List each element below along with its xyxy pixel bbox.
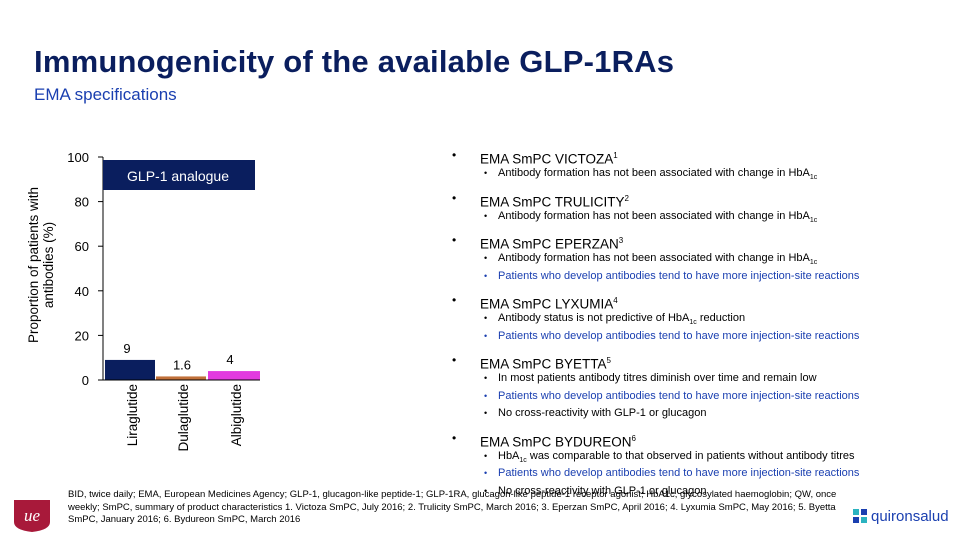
spec-item-tail: reduction <box>696 312 746 324</box>
spec-reference: 5 <box>606 356 611 365</box>
spec-heading: EMA SmPC LYXUMIA4 <box>452 291 958 312</box>
spec-items: Antibody formation has not been associat… <box>480 208 958 226</box>
spec-item: Patients who develop antibodies tend to … <box>480 465 958 483</box>
page-title: Immunogenicity of the available GLP-1RAs <box>34 44 675 79</box>
spec-items: HbA1c was comparable to that observed in… <box>480 448 958 501</box>
y-tick-label: 0 <box>82 373 89 388</box>
spec-heading-text: EMA SmPC LYXUMIA <box>480 296 614 312</box>
x-category-label: Liraglutide <box>125 384 140 446</box>
spec-heading: EMA SmPC EPERZAN3 <box>452 231 958 252</box>
spec-item-text: In most patients antibody titres diminis… <box>498 372 817 384</box>
spec-items: Antibody status is not predictive of HbA… <box>480 310 958 345</box>
y-tick-label: 80 <box>75 195 89 210</box>
y-axis-label: Proportion of patients withantibodies (%… <box>26 187 56 343</box>
quironsalud-logo: quironsalud <box>852 508 949 525</box>
footnote: BID, twice daily; EMA, European Medicine… <box>68 489 837 525</box>
legend-label: GLP-1 analogue <box>127 168 229 184</box>
spec-item-text: Antibody formation has not been associat… <box>498 209 810 222</box>
spec-item-text: Antibody formation has not been associat… <box>498 167 810 179</box>
spec-item: Antibody formation has not been associat… <box>480 165 958 183</box>
y-tick-label: 40 <box>75 284 89 299</box>
page-subtitle: EMA specifications <box>34 85 177 104</box>
spec-item-subscript: 1c <box>809 174 818 182</box>
quironsalud-logo-icon <box>853 509 867 523</box>
bar-value-label: 9 <box>123 341 130 356</box>
spec-item: In most patients antibody titres diminis… <box>480 370 958 388</box>
spec-reference: 1 <box>613 151 618 160</box>
spec-item-text: HbA <box>498 449 520 462</box>
spec-heading: EMA SmPC TRULICITY2 <box>452 189 958 210</box>
spec-item: Patients who develop antibodies tend to … <box>480 388 958 406</box>
spec-item-text: Patients who develop antibodies tend to … <box>498 329 860 342</box>
y-tick-label: 100 <box>67 150 89 165</box>
spec-reference: 3 <box>618 236 624 245</box>
spec-item-subscript: 1c <box>689 319 697 327</box>
spec-item: Antibody formation has not been associat… <box>480 208 958 226</box>
spec-heading-text: EMA SmPC TRULICITY <box>480 194 625 209</box>
x-category-label: Albiglutide <box>229 384 244 446</box>
spec-items: In most patients antibody titres diminis… <box>480 370 958 423</box>
spec-item: Patients who develop antibodies tend to … <box>480 328 958 346</box>
immunogenicity-bar-chart: 0 20 40 60 80 100 Proportion of patients witha… <box>26 150 260 452</box>
spec-item: Antibody status is not predictive of HbA… <box>480 310 958 328</box>
spec-reference: 2 <box>624 193 629 203</box>
bar-liraglutide <box>105 359 155 380</box>
spec-heading: EMA SmPC BYETTA5 <box>452 351 958 372</box>
spec-heading-text: EMA SmPC EPERZAN <box>480 236 619 252</box>
spec-item-text: Patients who develop antibodies tend to … <box>498 467 860 479</box>
x-category-label: Dulaglutide <box>176 384 191 452</box>
bar-dulaglutide <box>156 376 206 380</box>
bar-value-label: 1.6 <box>173 357 191 372</box>
spec-item-text: Antibody formation has not been associat… <box>498 252 810 264</box>
spec-item: Antibody formation has not been associat… <box>480 250 958 268</box>
spec-item: Patients who develop antibodies tend to … <box>480 268 958 286</box>
spec-item-text: No cross-reactivity with GLP-1 or glucag… <box>498 407 707 419</box>
spec-item-subscript: 1c <box>809 216 818 224</box>
spec-item: No cross-reactivity with GLP-1 or glucag… <box>480 405 958 423</box>
spec-item-text: Patients who develop antibodies tend to … <box>498 389 860 402</box>
spec-item-text: Antibody status is not predictive of HbA <box>498 312 690 324</box>
spec-heading-text: EMA SmPC BYETTA <box>480 356 607 372</box>
university-logo-icon: ue <box>14 500 50 532</box>
spec-items: Antibody formation has not been associat… <box>480 165 958 183</box>
spec-heading-text: EMA SmPC VICTOZA <box>480 151 614 167</box>
spec-item-text: No cross-reactivity with GLP-1 or glucag… <box>498 484 707 497</box>
y-tick-label: 20 <box>75 328 89 343</box>
bar-albiglutide <box>208 371 260 380</box>
spec-reference: 4 <box>613 296 618 305</box>
spec-item-text: Patients who develop antibodies tend to … <box>498 269 860 282</box>
bar-value-label: 4 <box>226 352 233 367</box>
spec-heading: EMA SmPC BYDUREON6 <box>452 429 958 450</box>
spec-item-subscript: 1c <box>519 456 527 464</box>
spec-reference: 6 <box>631 433 636 443</box>
legend-box <box>103 160 255 190</box>
spec-item-subscript: 1c <box>809 259 818 267</box>
spec-item: HbA1c was comparable to that observed in… <box>480 448 958 466</box>
quironsalud-logo-text: quironsalud <box>871 508 949 525</box>
ema-specifications-list: EMA SmPC VICTOZA1Antibody formation has … <box>452 146 958 501</box>
spec-heading: EMA SmPC VICTOZA1 <box>452 146 958 167</box>
spec-item: No cross-reactivity with GLP-1 or glucag… <box>480 483 958 501</box>
university-logo-text: ue <box>24 506 41 525</box>
spec-item-tail: was comparable to that observed in patie… <box>526 449 855 462</box>
spec-items: Antibody formation has not been associat… <box>480 250 958 285</box>
y-tick-label: 60 <box>75 239 89 254</box>
spec-heading-text: EMA SmPC BYDUREON <box>480 434 632 449</box>
